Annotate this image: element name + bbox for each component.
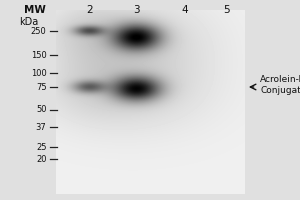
Text: 150: 150 bbox=[31, 50, 46, 60]
Text: 25: 25 bbox=[36, 142, 46, 152]
Text: 4: 4 bbox=[181, 5, 188, 15]
Text: 5: 5 bbox=[223, 5, 230, 15]
Text: 2: 2 bbox=[87, 5, 93, 15]
Bar bbox=[56, 10, 244, 194]
Text: 250: 250 bbox=[31, 26, 46, 36]
Text: 100: 100 bbox=[31, 68, 46, 77]
Text: 20: 20 bbox=[36, 154, 46, 164]
Text: Acrolein-BSA
Conjugate: Acrolein-BSA Conjugate bbox=[260, 75, 300, 95]
Text: MW: MW bbox=[24, 5, 45, 15]
Text: 37: 37 bbox=[36, 122, 46, 132]
Text: kDa: kDa bbox=[19, 17, 38, 27]
Text: 3: 3 bbox=[133, 5, 140, 15]
Text: 75: 75 bbox=[36, 83, 46, 92]
Text: 50: 50 bbox=[36, 106, 46, 114]
